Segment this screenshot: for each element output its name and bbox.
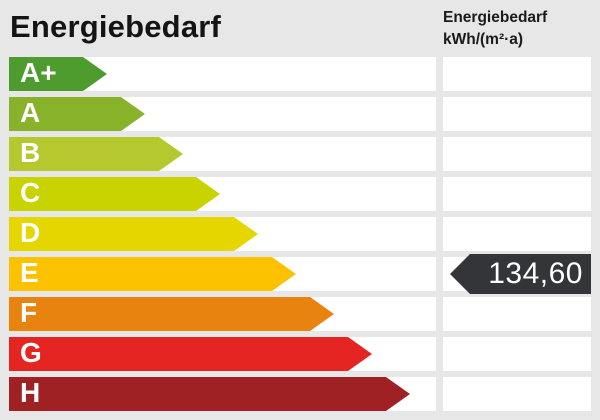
value-cell [443, 137, 591, 171]
rating-arrow: A [9, 97, 145, 131]
scale-row-h: H [9, 377, 591, 411]
row-band: H [9, 377, 436, 411]
rating-scale: A+ A B C [9, 57, 591, 417]
scale-row-e: E 134,60 [9, 254, 591, 294]
value-cell [443, 217, 591, 251]
rating-arrow: A+ [9, 57, 107, 91]
scale-row-c: C [9, 177, 591, 211]
page-title: Energiebedarf [10, 9, 222, 44]
row-band: E [9, 257, 436, 291]
row-band: A+ [9, 57, 436, 91]
value-cell [443, 337, 591, 371]
value-cell [443, 377, 591, 411]
rating-arrow: C [9, 177, 220, 211]
rating-arrow: F [9, 297, 334, 331]
unit-header: Energiebedarf kWh/(m²·a) [443, 7, 547, 51]
rating-letter: B [20, 137, 41, 168]
rating-arrow: G [9, 337, 372, 371]
value-cell [443, 297, 591, 331]
rating-letter: G [20, 337, 42, 368]
rating-letter: H [20, 377, 41, 408]
rating-arrow: E [9, 257, 296, 291]
scale-row-f: F [9, 297, 591, 331]
rating-arrow: D [9, 217, 258, 251]
rating-arrow: B [9, 137, 183, 171]
scale-row-g: G [9, 337, 591, 371]
row-band: G [9, 337, 436, 371]
unit-header-line2: kWh/(m²·a) [443, 31, 524, 48]
value-cell [443, 177, 591, 211]
row-band: D [9, 217, 436, 251]
value-cell: 134,60 [443, 254, 591, 294]
scale-row-d: D [9, 217, 591, 251]
row-band: B [9, 137, 436, 171]
scale-row-b: B [9, 137, 591, 171]
rating-letter: C [20, 177, 41, 208]
value-cell [443, 57, 591, 91]
row-band: F [9, 297, 436, 331]
rating-letter: F [20, 297, 38, 328]
rating-letter: A+ [20, 57, 57, 88]
scale-row-a: A [9, 97, 591, 131]
row-band: C [9, 177, 436, 211]
marker-value: 134,60 [488, 257, 583, 290]
rating-arrow: H [9, 377, 410, 411]
rating-letter: A [20, 97, 41, 128]
rating-letter: D [20, 217, 41, 248]
rating-letter: E [20, 257, 39, 288]
unit-header-line1: Energiebedarf [443, 9, 548, 26]
row-band: A [9, 97, 436, 131]
scale-row-a-plus: A+ [9, 57, 591, 91]
value-marker: 134,60 [450, 254, 591, 294]
value-cell [443, 97, 591, 131]
